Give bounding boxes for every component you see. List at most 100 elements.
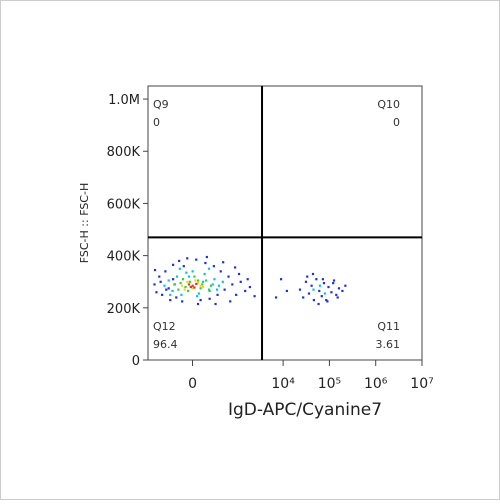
event-dot <box>335 293 338 296</box>
event-dot <box>326 300 329 303</box>
event-dot <box>310 284 313 287</box>
event-dot <box>181 300 184 303</box>
event-dot <box>177 288 180 291</box>
event-dot <box>186 257 189 260</box>
event-dot <box>344 284 347 287</box>
event-dot <box>175 296 178 299</box>
event-dot <box>223 288 226 291</box>
event-dot <box>180 293 183 296</box>
event-dot <box>317 302 320 306</box>
event-dot <box>158 275 161 278</box>
event-dot <box>186 280 189 283</box>
event-dot <box>172 278 175 281</box>
event-dot <box>233 266 237 269</box>
y-axis-label: FSC-H :: FSC-H <box>78 183 91 263</box>
event-dot <box>161 293 164 296</box>
event-dot <box>195 258 198 261</box>
event-dot <box>330 291 333 294</box>
event-dot <box>322 282 326 285</box>
event-dot <box>191 284 194 287</box>
event-dot <box>246 278 249 281</box>
event-dot <box>185 271 188 274</box>
event-dot <box>312 288 315 291</box>
quadrant-value: 0 <box>393 116 400 129</box>
event-dot <box>173 283 176 286</box>
event-dot <box>279 278 283 281</box>
event-dot <box>169 298 172 302</box>
event-dot <box>201 280 205 283</box>
y-tick-label: 200K <box>107 302 141 317</box>
event-dot <box>253 295 256 298</box>
event-dot <box>167 287 170 290</box>
event-dot <box>209 284 213 287</box>
event-dot <box>189 285 192 289</box>
event-dot <box>178 259 181 263</box>
event-dot <box>306 275 309 278</box>
event-dot <box>188 280 192 283</box>
event-dot <box>325 298 328 302</box>
event-dot <box>195 282 198 286</box>
event-dot <box>193 286 196 289</box>
event-dot <box>239 280 242 283</box>
event-dot <box>167 279 170 282</box>
event-dot <box>181 284 184 287</box>
event-dot <box>201 285 205 289</box>
event-dot <box>197 292 200 295</box>
event-dot <box>235 293 238 296</box>
event-dot <box>207 267 211 270</box>
event-dot <box>227 275 230 278</box>
event-dot <box>179 282 182 285</box>
event-dot <box>194 279 197 282</box>
event-dot <box>215 288 219 291</box>
quadrant-name: Q11 <box>377 320 400 333</box>
event-dot <box>199 287 202 290</box>
event-dot <box>187 283 191 286</box>
event-dot <box>302 296 305 299</box>
event-dot <box>171 289 174 293</box>
quadrant-name: Q12 <box>153 320 176 333</box>
event-dot <box>217 284 221 287</box>
event-dot <box>172 263 175 266</box>
quadrant-value: 0 <box>153 116 160 129</box>
event-dot <box>204 261 207 265</box>
event-dot <box>164 270 167 273</box>
event-dot <box>181 278 185 281</box>
event-dot <box>183 288 186 291</box>
event-dot <box>213 278 216 281</box>
event-dot <box>216 293 219 296</box>
event-dot <box>336 296 339 299</box>
event-dot <box>318 284 321 287</box>
event-dot <box>187 289 190 293</box>
quadrant-value: 96.4 <box>153 338 178 351</box>
event-dot <box>191 287 194 290</box>
event-dot <box>337 287 341 290</box>
event-dot <box>315 278 318 281</box>
event-dot <box>285 289 288 293</box>
event-dot <box>208 297 211 300</box>
event-dot <box>332 282 335 285</box>
x-tick-label: 10⁶ <box>364 376 388 392</box>
y-tick-label: 400K <box>107 250 141 265</box>
event-dot <box>237 272 241 276</box>
quadrant-value: 3.61 <box>376 338 401 351</box>
event-dot <box>229 300 232 303</box>
event-dot <box>153 268 157 272</box>
event-dot <box>207 288 211 291</box>
event-dot <box>327 285 330 289</box>
plot-box <box>147 85 423 361</box>
event-dot <box>211 283 214 286</box>
event-dot <box>184 285 187 289</box>
event-dot <box>199 298 202 302</box>
event-dot <box>182 265 185 268</box>
event-dot <box>332 279 336 282</box>
event-dot <box>318 289 321 293</box>
event-dot <box>205 255 208 259</box>
event-dot <box>222 261 225 264</box>
event-dot <box>196 302 200 306</box>
event-dot <box>196 295 199 298</box>
x-tick-label: 0 <box>188 376 197 392</box>
event-dot <box>212 265 216 268</box>
event-dot <box>199 284 202 287</box>
event-dot <box>203 272 206 276</box>
